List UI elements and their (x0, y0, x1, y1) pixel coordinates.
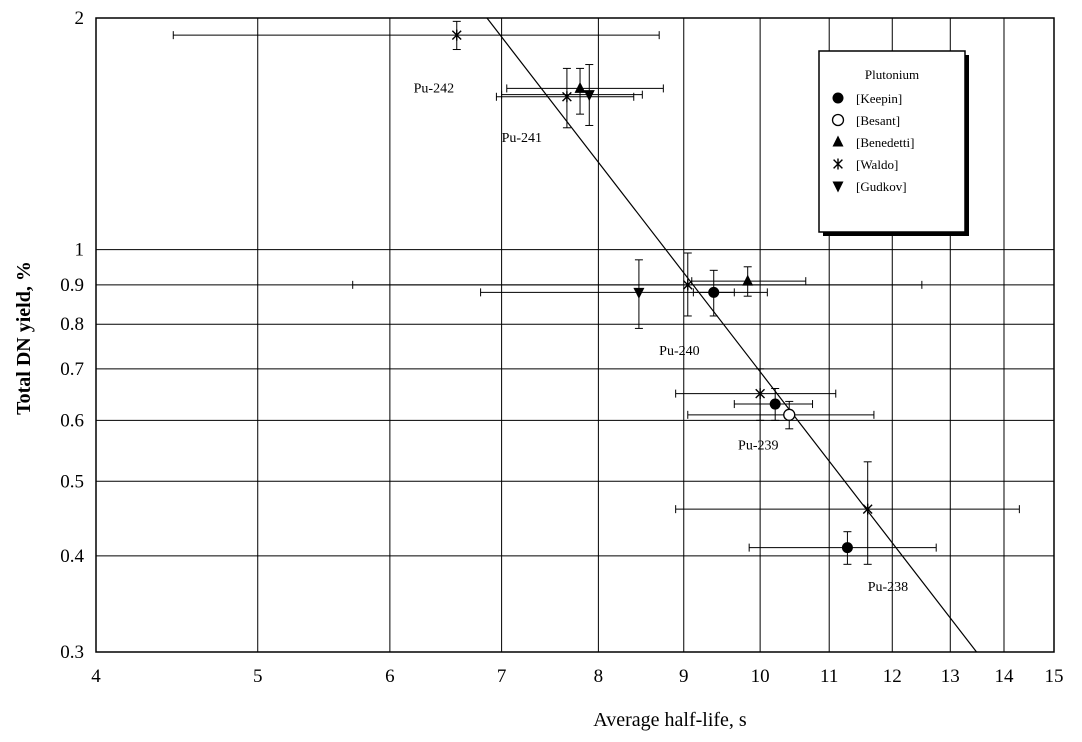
x-tick-label: 12 (883, 666, 902, 687)
x-tick-labels: 4 5 6 7 8 9 10 11 12 13 14 15 (91, 666, 1063, 687)
x-tick-label: 15 (1045, 666, 1064, 687)
legend-entry-label: [Besant] (856, 113, 900, 128)
open-circle-marker (783, 408, 796, 421)
point-label: Pu-242 (414, 82, 454, 97)
triangle-up-marker (574, 81, 586, 93)
legend-entry-label: [Benedetti] (856, 135, 914, 150)
asterisk-marker (451, 29, 462, 41)
x-tick-label: 9 (679, 666, 689, 687)
y-tick-label: 0.3 (60, 642, 84, 663)
legend-entry-label: [Gudkov] (856, 179, 907, 194)
x-tick-label: 6 (385, 666, 395, 687)
x-tick-label: 8 (594, 666, 604, 687)
point-label: Pu-238 (868, 580, 908, 595)
asterisk-marker (833, 158, 843, 170)
circle-marker (769, 398, 781, 410)
open-circle-marker (831, 113, 845, 127)
legend-box (818, 50, 966, 233)
fit-line-group (486, 17, 978, 653)
circle-marker (841, 542, 853, 554)
x-tick-label: 7 (497, 666, 507, 687)
y-axis-title: Total DN yield, % (13, 261, 35, 415)
triangle-down-marker (832, 181, 844, 193)
y-tick-label: 2 (75, 8, 85, 29)
legend-entry-label: [Keepin] (856, 91, 902, 106)
asterisk-marker (682, 279, 693, 291)
fit-line (486, 17, 978, 653)
point-label: Pu-240 (659, 344, 699, 359)
circle-marker (708, 286, 720, 298)
y-tick-label: 0.5 (60, 471, 84, 492)
y-tick-label: 1 (75, 240, 85, 261)
x-tick-label: 4 (91, 666, 101, 687)
y-tick-label: 0.6 (60, 410, 84, 431)
circle-marker (832, 92, 844, 104)
triangle-up-marker (832, 135, 844, 147)
legend-title: Plutonium (865, 67, 919, 82)
x-tick-label: 11 (820, 666, 838, 687)
plot-frame (95, 17, 1055, 653)
point-label: Pu-239 (738, 438, 778, 453)
x-axis-title: Average half-life, s (593, 709, 747, 731)
legend-entry-label: [Waldo] (856, 157, 898, 172)
asterisk-marker (562, 91, 572, 103)
triangle-down-marker (633, 287, 645, 299)
x-tick-label: 5 (253, 666, 263, 687)
y-tick-label: 0.4 (60, 546, 84, 567)
triangle-up-marker (742, 274, 754, 286)
x-tick-label: 14 (994, 666, 1014, 687)
legend: Plutonium [Keepin] [Besant] [Benedetti] [Wa… (818, 50, 969, 236)
annotations: Pu-242 Pu-241 Pu-240 Pu-239 Pu-238 (414, 82, 909, 595)
y-tick-label: 0.8 (60, 314, 84, 335)
data-markers (451, 29, 873, 554)
point-label: Pu-241 (502, 131, 542, 146)
asterisk-marker (862, 503, 873, 515)
asterisk-marker (755, 388, 766, 400)
x-tick-label: 13 (941, 666, 960, 687)
x-tick-label: 10 (751, 666, 770, 687)
y-tick-label: 0.9 (60, 275, 84, 296)
y-tick-labels: 0.3 0.4 0.5 0.6 0.7 0.8 0.9 1 2 (60, 8, 84, 663)
triangle-down-marker (583, 90, 595, 102)
y-tick-label: 0.7 (60, 359, 84, 380)
